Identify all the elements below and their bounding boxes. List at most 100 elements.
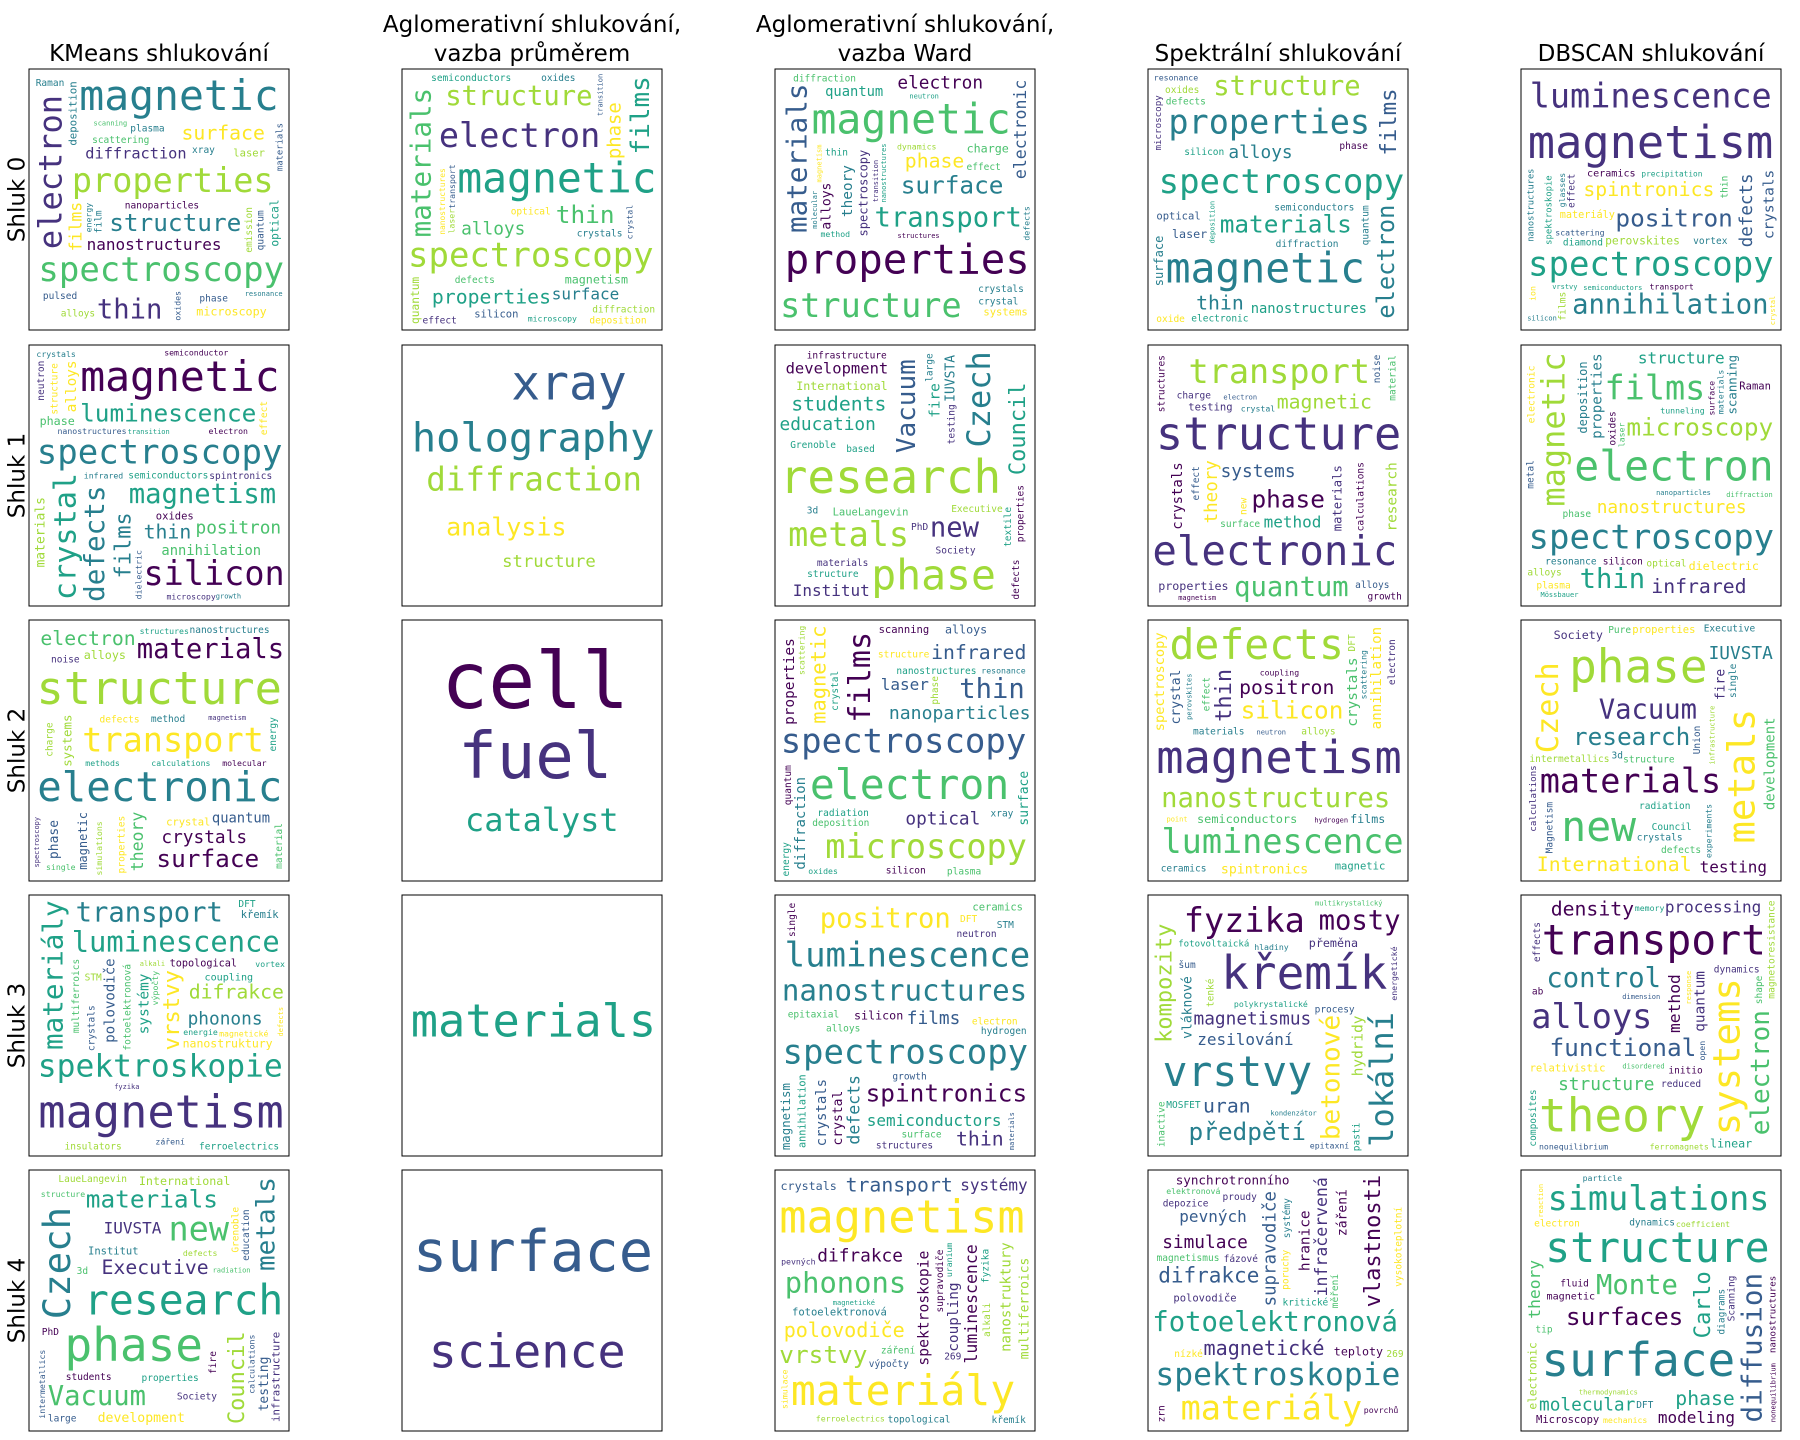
word: magnetism xyxy=(1156,731,1401,784)
word: magnetism xyxy=(208,714,246,722)
word: perovskites xyxy=(1605,234,1680,247)
word: method xyxy=(821,229,851,239)
word: Carlo xyxy=(1690,1271,1716,1338)
word: Council xyxy=(1652,822,1692,833)
word: composites xyxy=(1528,1089,1539,1146)
word: topological xyxy=(888,1414,951,1425)
word: optical xyxy=(269,199,282,246)
word: semiconductors xyxy=(1197,812,1297,826)
word: films xyxy=(1376,88,1402,155)
word: MOSFET xyxy=(1166,1100,1201,1111)
word: electron xyxy=(972,1017,1018,1028)
word: transport xyxy=(76,898,223,929)
word: semiconductors xyxy=(1274,202,1354,213)
word: transport xyxy=(1650,282,1694,292)
word: magnetic xyxy=(1166,245,1365,293)
word: neutron xyxy=(957,929,997,940)
word: fluid xyxy=(1560,1279,1589,1290)
word: 3d xyxy=(1612,750,1623,761)
word: structure xyxy=(807,569,859,580)
word: single xyxy=(1728,663,1739,698)
word: multikrystalický xyxy=(1315,899,1382,907)
word: silicon xyxy=(474,309,518,321)
word: properties xyxy=(1589,353,1605,438)
word: method xyxy=(1665,974,1684,1033)
word: crystal xyxy=(978,296,1018,307)
word: luminescence xyxy=(1162,822,1404,861)
word: elektronová xyxy=(1166,1186,1220,1196)
word: electronic xyxy=(1527,1342,1540,1409)
word: large xyxy=(48,1413,77,1424)
word: materials xyxy=(34,497,49,567)
word: structure xyxy=(1638,348,1725,367)
word: xray xyxy=(511,356,627,412)
word: fire xyxy=(208,1351,219,1374)
column-title-3-line-0: Spektrální shlukování xyxy=(1155,41,1402,67)
word: DFT xyxy=(1636,1400,1653,1411)
word: education xyxy=(241,1209,252,1260)
word: vortex xyxy=(1693,236,1728,247)
word: defects xyxy=(1661,845,1701,856)
word: coupling xyxy=(205,972,254,983)
word: nanostructures xyxy=(1767,1276,1778,1353)
word: relativistic xyxy=(1530,1063,1606,1075)
word: alloys xyxy=(84,648,126,662)
word: Council xyxy=(1006,382,1031,475)
word: method xyxy=(1264,513,1322,532)
word: charge xyxy=(1177,391,1212,402)
word: spectroscopy xyxy=(781,722,1027,762)
panel-frame xyxy=(774,894,1036,1157)
word: IUVSTA xyxy=(1709,643,1774,664)
word: multiferroics xyxy=(71,959,82,1033)
wordcloud-panel-r1-c3: structure electronic theory transport materi… xyxy=(1147,344,1409,607)
word: structure xyxy=(37,662,282,715)
word: nanostruktury xyxy=(998,1242,1014,1352)
panel-frame xyxy=(401,68,663,331)
word: phase xyxy=(871,552,996,600)
word: alloys xyxy=(826,1024,860,1035)
word: 269 xyxy=(1386,1349,1403,1360)
word: radiation xyxy=(817,808,868,819)
word: linear xyxy=(1710,1136,1752,1150)
word: films xyxy=(112,512,137,578)
word: spintronics xyxy=(209,471,272,482)
word: surface xyxy=(1541,1333,1735,1387)
word: ferromagnets xyxy=(1650,1142,1709,1152)
word: growth xyxy=(1368,592,1402,603)
word: nanoparticles xyxy=(889,703,1031,724)
word: reduced xyxy=(1661,1079,1701,1090)
word: science xyxy=(429,1325,626,1379)
word: properties xyxy=(1632,624,1695,636)
word: semiconductors xyxy=(128,470,208,481)
word: betonové xyxy=(1317,1015,1347,1140)
word: research xyxy=(1385,462,1401,531)
word: control xyxy=(1546,963,1661,994)
word: Mössbauer xyxy=(1541,591,1579,599)
word: thin xyxy=(956,1127,1004,1150)
word: magnetism xyxy=(1528,116,1773,169)
word: crystal xyxy=(831,1091,846,1146)
word: single xyxy=(46,862,76,872)
word: laser xyxy=(447,209,457,234)
word: surface xyxy=(1220,519,1260,530)
word: infračervená xyxy=(1312,1177,1331,1296)
word: thin xyxy=(556,200,615,229)
panel-frame xyxy=(1520,619,1782,882)
word: surface xyxy=(552,284,619,303)
word: křemík xyxy=(992,1415,1027,1426)
word: kondenzátor xyxy=(1270,1109,1316,1117)
word: crystals xyxy=(1170,462,1186,529)
word: based xyxy=(846,444,875,455)
word: structure xyxy=(41,1189,85,1199)
word: infrastructure xyxy=(1709,706,1717,765)
word: structure xyxy=(1545,1224,1769,1272)
word: magnetické xyxy=(219,1028,268,1038)
word: infrared xyxy=(1651,575,1746,598)
word: transition xyxy=(128,428,170,436)
word: semiconductors xyxy=(431,73,511,84)
word: scattering xyxy=(797,626,807,675)
word: polovodiče xyxy=(1173,1292,1236,1304)
word: modeling xyxy=(1658,1408,1735,1427)
word: silicon xyxy=(1184,147,1224,158)
